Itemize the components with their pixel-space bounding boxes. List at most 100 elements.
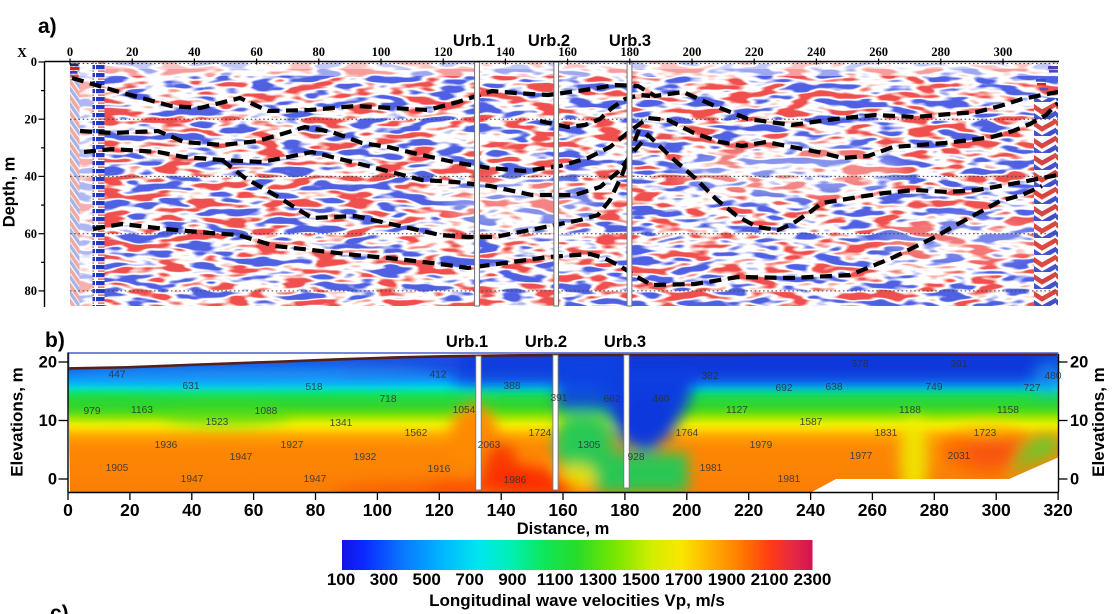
svg-text:638: 638	[826, 382, 843, 393]
svg-text:40: 40	[188, 45, 201, 59]
svg-text:160: 160	[548, 500, 577, 520]
svg-text:40: 40	[25, 170, 38, 184]
svg-text:518: 518	[306, 382, 323, 393]
svg-text:2063: 2063	[478, 440, 501, 451]
svg-text:1300: 1300	[579, 570, 617, 589]
svg-text:260: 260	[858, 500, 887, 520]
svg-text:20: 20	[120, 500, 140, 520]
svg-text:60: 60	[250, 45, 263, 59]
svg-text:1188: 1188	[899, 405, 921, 416]
svg-text:1127: 1127	[726, 405, 748, 416]
svg-text:1723: 1723	[974, 428, 997, 439]
svg-text:1523: 1523	[206, 417, 229, 428]
svg-text:60: 60	[25, 227, 38, 241]
svg-text:280: 280	[931, 45, 950, 59]
svg-text:120: 120	[434, 45, 453, 59]
svg-text:1900: 1900	[708, 570, 746, 589]
svg-text:388: 388	[504, 381, 521, 392]
svg-text:20: 20	[39, 354, 57, 372]
svg-text:220: 220	[734, 500, 763, 520]
svg-text:662: 662	[604, 394, 621, 405]
svg-text:391: 391	[551, 393, 568, 404]
svg-text:1936: 1936	[155, 440, 178, 451]
svg-text:1700: 1700	[665, 570, 703, 589]
svg-text:1088: 1088	[255, 406, 278, 417]
svg-text:80: 80	[313, 45, 326, 59]
svg-text:60: 60	[244, 500, 264, 520]
svg-text:140: 140	[496, 45, 515, 59]
svg-text:382: 382	[702, 371, 719, 382]
svg-text:1562: 1562	[405, 428, 428, 439]
svg-text:1054: 1054	[453, 405, 476, 416]
svg-text:Urb.1: Urb.1	[453, 32, 495, 50]
svg-text:10: 10	[1070, 412, 1088, 430]
svg-text:447: 447	[109, 370, 126, 381]
svg-text:80: 80	[306, 500, 326, 520]
svg-text:2031: 2031	[948, 451, 971, 462]
svg-text:40: 40	[182, 500, 202, 520]
svg-text:220: 220	[745, 45, 764, 59]
svg-text:1916: 1916	[428, 464, 451, 475]
svg-text:0: 0	[48, 471, 57, 489]
svg-text:20: 20	[126, 45, 139, 59]
svg-text:1979: 1979	[750, 440, 773, 451]
svg-text:Urb.3: Urb.3	[604, 333, 646, 351]
svg-text:X: X	[17, 45, 27, 60]
svg-text:928: 928	[628, 452, 645, 463]
svg-text:1587: 1587	[800, 417, 823, 428]
svg-text:Depth, m: Depth, m	[1, 157, 19, 228]
svg-text:1981: 1981	[778, 474, 801, 485]
svg-text:0: 0	[63, 500, 73, 520]
svg-text:b): b)	[45, 329, 65, 352]
svg-text:10: 10	[39, 412, 57, 430]
svg-text:1305: 1305	[578, 440, 601, 451]
svg-text:Urb.3: Urb.3	[609, 32, 651, 50]
svg-text:100: 100	[363, 500, 392, 520]
svg-text:100: 100	[327, 570, 355, 589]
svg-text:80: 80	[25, 284, 38, 298]
svg-text:Urb.2: Urb.2	[528, 32, 570, 50]
svg-text:200: 200	[672, 500, 701, 520]
svg-text:160: 160	[558, 45, 577, 59]
svg-text:Distance, m: Distance, m	[517, 520, 610, 538]
svg-text:0: 0	[1070, 471, 1079, 489]
svg-text:1932: 1932	[354, 452, 377, 463]
svg-text:140: 140	[487, 500, 516, 520]
svg-text:120: 120	[425, 500, 454, 520]
svg-text:1947: 1947	[304, 474, 327, 485]
svg-text:180: 180	[610, 500, 639, 520]
svg-text:1500: 1500	[622, 570, 660, 589]
svg-text:300: 300	[994, 45, 1013, 59]
svg-text:Longitudinal wave velocities V: Longitudinal wave velocities Vp, m/s	[429, 591, 725, 610]
svg-text:200: 200	[683, 45, 702, 59]
svg-text:749: 749	[926, 382, 943, 393]
svg-text:979: 979	[84, 406, 101, 417]
svg-text:1100: 1100	[537, 570, 574, 589]
svg-text:500: 500	[413, 570, 441, 589]
svg-text:2100: 2100	[751, 570, 789, 589]
svg-text:20: 20	[1070, 354, 1088, 372]
svg-text:c): c)	[50, 602, 69, 614]
svg-text:1981: 1981	[700, 463, 723, 474]
svg-text:20: 20	[25, 112, 38, 126]
svg-text:Elevations, m: Elevations, m	[8, 367, 27, 477]
svg-text:2300: 2300	[793, 570, 831, 589]
svg-text:718: 718	[380, 394, 397, 405]
svg-text:300: 300	[370, 570, 398, 589]
svg-text:700: 700	[455, 570, 483, 589]
svg-text:280: 280	[920, 500, 949, 520]
svg-text:Elevations, m: Elevations, m	[1089, 367, 1108, 477]
svg-text:Urb.1: Urb.1	[446, 333, 488, 351]
svg-text:0: 0	[67, 45, 73, 59]
svg-text:320: 320	[1043, 500, 1072, 520]
svg-text:391: 391	[951, 359, 968, 370]
svg-text:378: 378	[852, 359, 869, 370]
svg-text:1158: 1158	[997, 405, 1019, 416]
svg-text:1977: 1977	[850, 451, 873, 462]
svg-text:900: 900	[498, 570, 526, 589]
svg-text:1163: 1163	[131, 405, 153, 416]
svg-text:1927: 1927	[281, 440, 304, 451]
svg-text:0: 0	[31, 55, 37, 69]
svg-text:180: 180	[620, 45, 639, 59]
svg-text:1947: 1947	[181, 474, 204, 485]
